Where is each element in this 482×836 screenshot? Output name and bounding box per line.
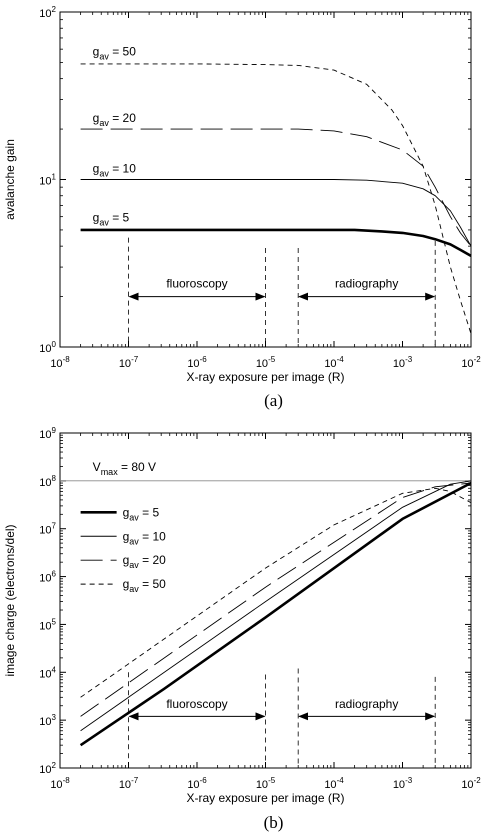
x-axis-label: X-ray exposure per image (R) (186, 791, 344, 805)
series-line (80, 179, 472, 247)
series-label: gav = 5 (93, 211, 130, 228)
legend-label: gav = 50 (123, 577, 167, 594)
series-line (80, 228, 472, 258)
x-tick-label: 10-5 (256, 355, 276, 370)
series-line (80, 128, 472, 247)
y-axis-label: image charge (electrons/del) (3, 524, 17, 676)
y-tick-label: 107 (39, 522, 56, 537)
y-tick-label: 103 (39, 713, 56, 728)
series-label: gav = 50 (93, 44, 137, 61)
x-tick-label: 10-7 (119, 355, 139, 370)
x-tick-label: 10-6 (187, 776, 207, 791)
x-tick-label: 10-8 (50, 355, 70, 370)
vmax-label: Vmax = 80 V (93, 460, 156, 477)
series-label: gav = 20 (93, 111, 137, 128)
legend-label: gav = 20 (123, 553, 167, 570)
legend-label: gav = 10 (123, 529, 167, 546)
y-tick-label: 108 (39, 474, 56, 489)
y-axis-label: avalanche gain (3, 139, 17, 220)
x-tick-label: 10-2 (461, 355, 481, 370)
figure-caption: (b) (264, 813, 284, 832)
series-line (80, 487, 472, 698)
legend: gav = 5 gav = 10 gav = 20 gav = 50 (80, 505, 167, 594)
range-label: radiography (335, 276, 398, 290)
x-tick-label: 10-4 (324, 776, 344, 791)
figure-caption: (a) (264, 391, 283, 410)
y-tick-label: 101 (39, 173, 56, 188)
x-tick-label: 10-2 (461, 776, 481, 791)
chart-panel-b: 10-8 10-7 10-6 10-5 10-4 10-3 10-2 102 103 104 105… (3, 426, 481, 832)
series-line (79, 481, 472, 747)
range-label: fluoroscopy (166, 697, 227, 711)
x-tick-label: 10-8 (50, 776, 70, 791)
x-tick-label: 10-4 (324, 355, 344, 370)
series-label: gav = 10 (93, 162, 137, 179)
x-axis-label: X-ray exposure per image (R) (186, 370, 344, 384)
y-tick-label: 100 (39, 340, 56, 355)
x-tick-label: 10-7 (119, 776, 139, 791)
x-tick-label: 10-6 (187, 355, 207, 370)
range-label: radiography (335, 697, 398, 711)
series-line (80, 63, 472, 334)
y-tick-label: 105 (39, 617, 56, 632)
y-tick-label: 102 (39, 5, 56, 20)
x-tick-label: 10-5 (256, 776, 276, 791)
legend-label: gav = 5 (123, 505, 160, 522)
x-tick-label: 10-3 (393, 776, 413, 791)
series-line (80, 482, 472, 717)
y-tick-label: 104 (39, 665, 56, 680)
y-tick-label: 102 (39, 761, 56, 776)
y-tick-label: 106 (39, 570, 56, 585)
chart-panel-a: 10-8 10-7 10-6 10-5 10-4 10-3 10-2 100 101 102 X-r… (3, 5, 481, 410)
x-tick-label: 10-3 (393, 355, 413, 370)
series-line (80, 480, 472, 732)
range-label: fluoroscopy (166, 276, 227, 290)
y-tick-label: 109 (39, 426, 56, 441)
